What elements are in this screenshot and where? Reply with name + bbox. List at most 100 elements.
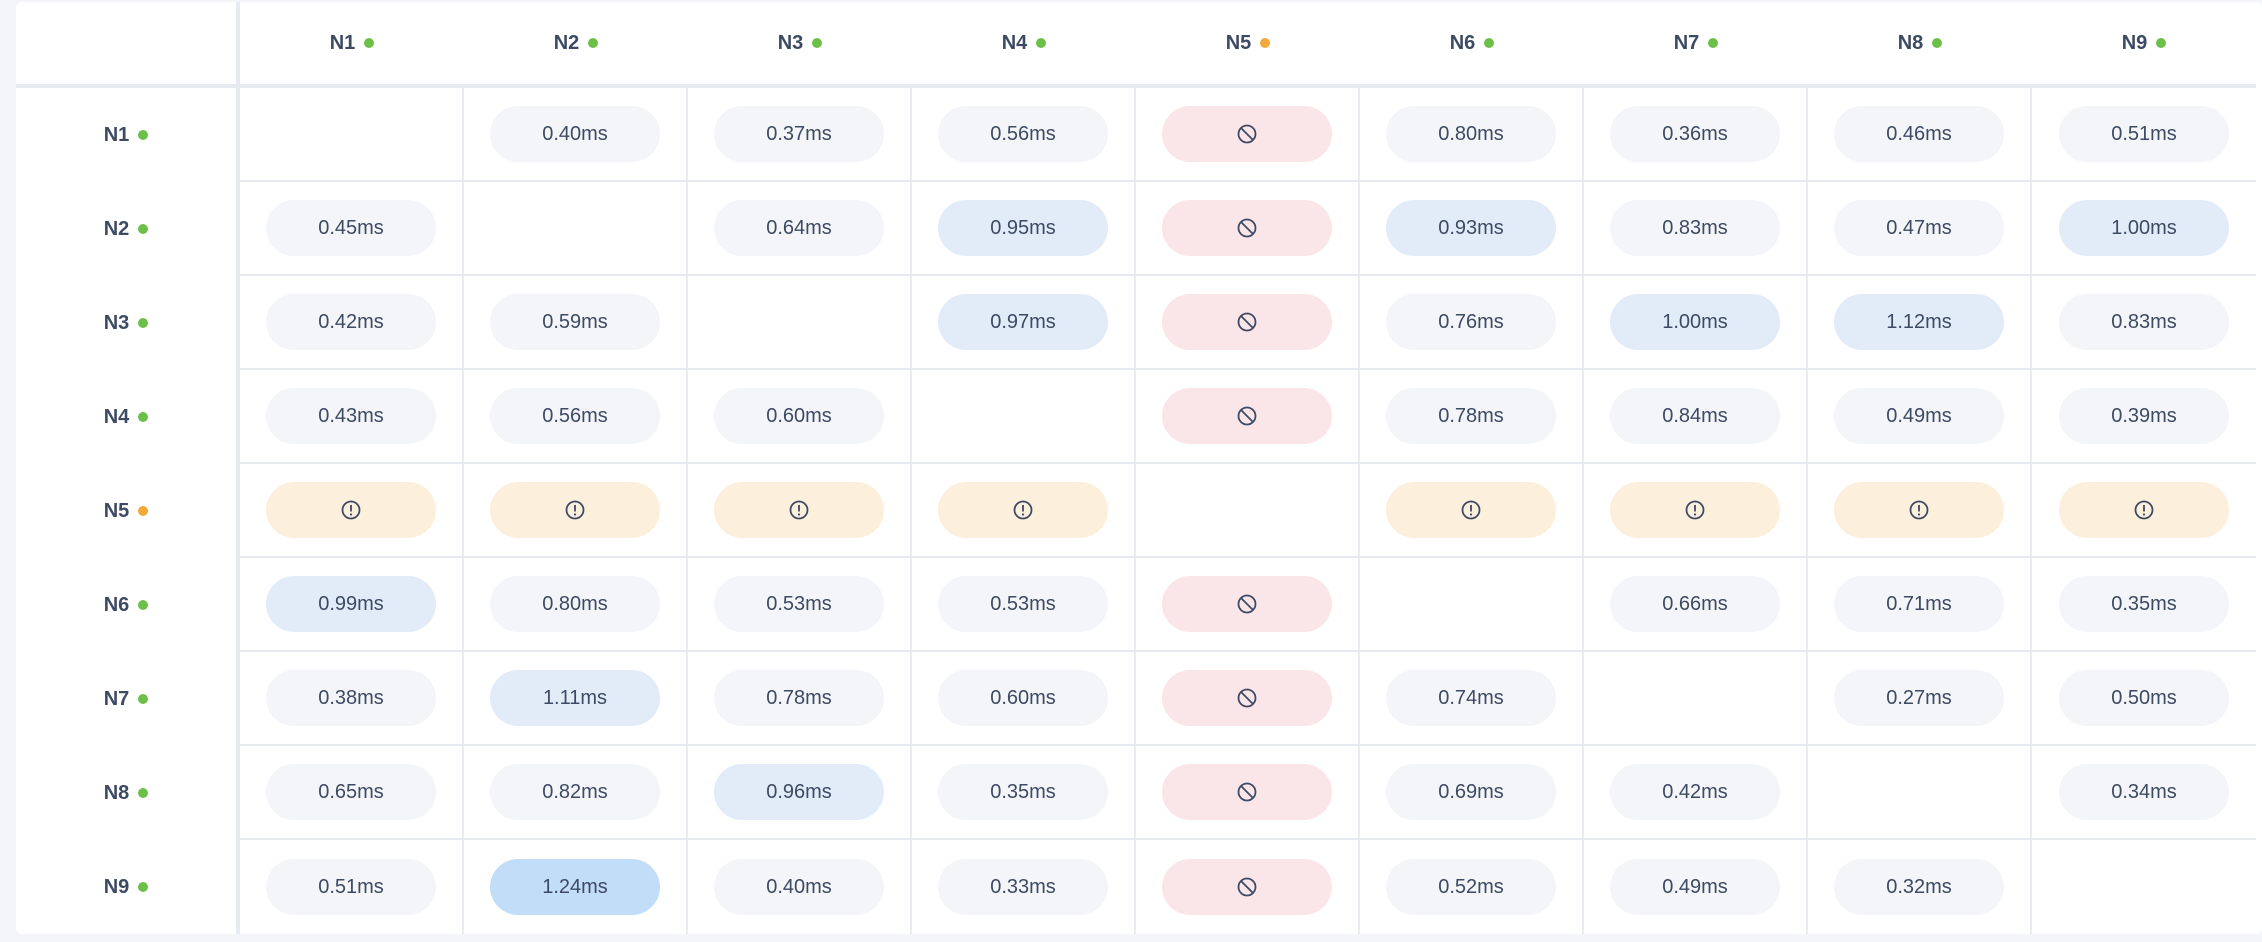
warning-pill[interactable] bbox=[1834, 482, 2004, 538]
latency-pill[interactable]: 0.74ms bbox=[1386, 670, 1556, 726]
latency-pill[interactable]: 0.96ms bbox=[714, 764, 884, 820]
latency-pill[interactable]: 0.42ms bbox=[1610, 764, 1780, 820]
blocked-pill[interactable] bbox=[1162, 106, 1332, 162]
blocked-pill[interactable] bbox=[1162, 764, 1332, 820]
latency-pill[interactable]: 0.39ms bbox=[2059, 388, 2229, 444]
warning-pill[interactable] bbox=[490, 482, 660, 538]
exclamation-circle-icon bbox=[1908, 499, 1930, 521]
latency-pill[interactable]: 0.27ms bbox=[1834, 670, 2004, 726]
latency-pill[interactable]: 0.69ms bbox=[1386, 764, 1556, 820]
latency-pill[interactable]: 0.64ms bbox=[714, 200, 884, 256]
latency-pill[interactable]: 0.32ms bbox=[1834, 859, 2004, 915]
latency-pill[interactable]: 0.93ms bbox=[1386, 200, 1556, 256]
matrix-cell: 0.53ms bbox=[688, 558, 912, 652]
latency-pill[interactable]: 0.51ms bbox=[266, 859, 436, 915]
latency-pill[interactable]: 0.71ms bbox=[1834, 576, 2004, 632]
latency-pill[interactable]: 0.53ms bbox=[938, 576, 1108, 632]
blocked-pill[interactable] bbox=[1162, 294, 1332, 350]
latency-pill[interactable]: 0.43ms bbox=[266, 388, 436, 444]
warning-pill[interactable] bbox=[938, 482, 1108, 538]
latency-pill[interactable]: 0.35ms bbox=[938, 764, 1108, 820]
latency-pill[interactable]: 0.59ms bbox=[490, 294, 660, 350]
status-dot-ok bbox=[138, 882, 149, 892]
latency-pill[interactable]: 0.80ms bbox=[490, 576, 660, 632]
latency-pill[interactable]: 0.38ms bbox=[266, 670, 436, 726]
warning-pill[interactable] bbox=[266, 482, 436, 538]
blocked-pill[interactable] bbox=[1162, 200, 1332, 256]
latency-pill[interactable]: 0.80ms bbox=[1386, 106, 1556, 162]
warning-pill[interactable] bbox=[2059, 482, 2229, 538]
latency-pill[interactable]: 0.40ms bbox=[714, 859, 884, 915]
latency-pill[interactable]: 0.99ms bbox=[266, 576, 436, 632]
warning-pill[interactable] bbox=[1386, 482, 1556, 538]
matrix-cell: 0.45ms bbox=[240, 182, 464, 276]
latency-pill[interactable]: 0.76ms bbox=[1386, 294, 1556, 350]
latency-pill[interactable]: 0.47ms bbox=[1834, 200, 2004, 256]
latency-pill[interactable]: 0.35ms bbox=[2059, 576, 2229, 632]
matrix-cell: 0.40ms bbox=[464, 88, 688, 182]
blocked-pill[interactable] bbox=[1162, 576, 1332, 632]
latency-pill[interactable]: 0.40ms bbox=[490, 106, 660, 162]
latency-pill[interactable]: 1.11ms bbox=[490, 670, 660, 726]
latency-pill[interactable]: 0.49ms bbox=[1834, 388, 2004, 444]
latency-pill[interactable]: 0.56ms bbox=[490, 388, 660, 444]
latency-pill[interactable]: 1.00ms bbox=[1610, 294, 1780, 350]
warning-pill[interactable] bbox=[714, 482, 884, 538]
matrix-cell: 0.66ms bbox=[1584, 558, 1808, 652]
latency-pill[interactable]: 0.37ms bbox=[714, 106, 884, 162]
warning-pill[interactable] bbox=[1610, 482, 1780, 538]
matrix-cell: 0.51ms bbox=[240, 840, 464, 934]
latency-pill[interactable]: 0.78ms bbox=[1386, 388, 1556, 444]
blocked-pill[interactable] bbox=[1162, 859, 1332, 915]
latency-pill[interactable]: 0.50ms bbox=[2059, 670, 2229, 726]
exclamation-circle-icon bbox=[564, 499, 586, 521]
matrix-cell bbox=[1584, 464, 1808, 558]
latency-pill[interactable]: 0.42ms bbox=[266, 294, 436, 350]
latency-pill[interactable]: 0.60ms bbox=[714, 388, 884, 444]
node-label: N3 bbox=[777, 31, 804, 54]
matrix-cell bbox=[1136, 840, 1360, 934]
latency-pill[interactable]: 0.45ms bbox=[266, 200, 436, 256]
latency-pill[interactable]: 0.82ms bbox=[490, 764, 660, 820]
matrix-cell bbox=[1136, 464, 1360, 558]
matrix-cell: 0.32ms bbox=[1808, 840, 2032, 934]
latency-pill[interactable]: 1.24ms bbox=[490, 859, 660, 915]
column-header-n8: N8 bbox=[1808, 2, 2032, 88]
latency-pill[interactable]: 0.53ms bbox=[714, 576, 884, 632]
latency-pill[interactable]: 0.46ms bbox=[1834, 106, 2004, 162]
node-label: N3 bbox=[103, 311, 130, 334]
latency-pill[interactable]: 0.65ms bbox=[266, 764, 436, 820]
latency-pill[interactable]: 0.56ms bbox=[938, 106, 1108, 162]
latency-pill[interactable]: 0.95ms bbox=[938, 200, 1108, 256]
matrix-cell bbox=[2032, 464, 2256, 558]
blocked-pill[interactable] bbox=[1162, 388, 1332, 444]
matrix-cell: 0.83ms bbox=[1584, 182, 1808, 276]
latency-pill[interactable]: 0.49ms bbox=[1610, 859, 1780, 915]
blocked-icon bbox=[1236, 405, 1258, 427]
latency-pill[interactable]: 0.52ms bbox=[1386, 859, 1556, 915]
matrix-cell: 1.00ms bbox=[2032, 182, 2256, 276]
matrix-cell bbox=[912, 370, 1136, 464]
matrix-corner bbox=[16, 2, 240, 88]
node-label: N9 bbox=[103, 875, 130, 898]
row-header-n1: N1 bbox=[16, 88, 240, 182]
latency-pill[interactable]: 0.60ms bbox=[938, 670, 1108, 726]
latency-pill[interactable]: 0.84ms bbox=[1610, 388, 1780, 444]
latency-pill[interactable]: 0.51ms bbox=[2059, 106, 2229, 162]
latency-pill[interactable]: 0.33ms bbox=[938, 859, 1108, 915]
latency-pill[interactable]: 0.34ms bbox=[2059, 764, 2229, 820]
latency-pill[interactable]: 0.78ms bbox=[714, 670, 884, 726]
column-header-n3: N3 bbox=[688, 2, 912, 88]
latency-pill[interactable]: 1.12ms bbox=[1834, 294, 2004, 350]
matrix-cell bbox=[1360, 558, 1584, 652]
blocked-pill[interactable] bbox=[1162, 670, 1332, 726]
latency-pill[interactable]: 1.00ms bbox=[2059, 200, 2229, 256]
latency-pill[interactable]: 0.83ms bbox=[1610, 200, 1780, 256]
matrix-cell: 0.38ms bbox=[240, 652, 464, 746]
status-dot-ok bbox=[2156, 38, 2167, 48]
latency-pill[interactable]: 0.36ms bbox=[1610, 106, 1780, 162]
latency-pill[interactable]: 0.83ms bbox=[2059, 294, 2229, 350]
row-header-n4: N4 bbox=[16, 370, 240, 464]
latency-pill[interactable]: 0.97ms bbox=[938, 294, 1108, 350]
latency-pill[interactable]: 0.66ms bbox=[1610, 576, 1780, 632]
